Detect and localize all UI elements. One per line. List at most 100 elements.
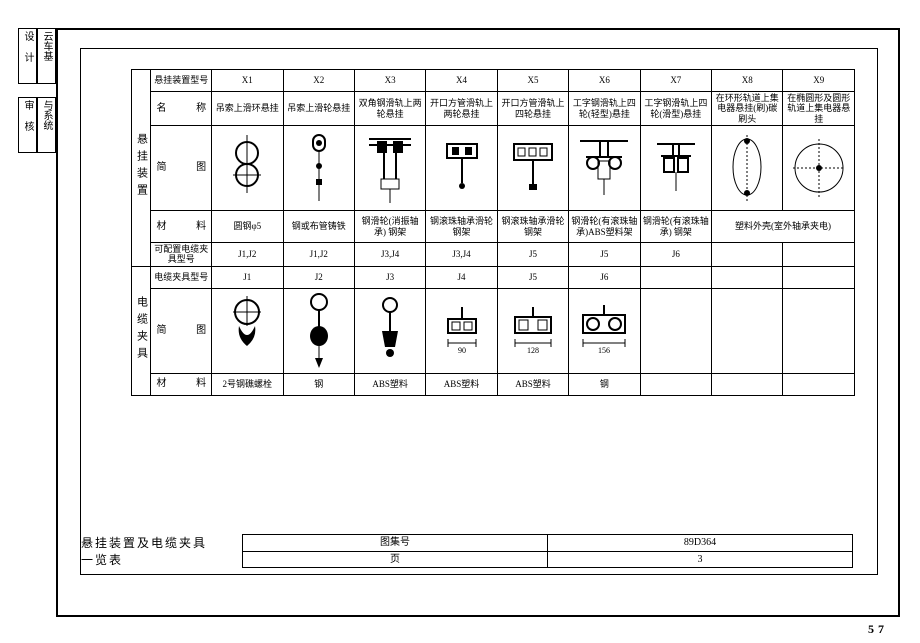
cell [712, 373, 783, 395]
cell: J2 [283, 266, 354, 288]
drawing-number-table: 图集号 89D364 页 3 [242, 534, 853, 568]
tab: 设 计 [18, 28, 37, 84]
cell: X4 [426, 70, 497, 92]
svg-text:90: 90 [458, 346, 466, 355]
cell: 钢滚珠轴承滑轮 钢架 [497, 211, 568, 243]
diagram-x9 [783, 126, 855, 211]
cell: 钢 [569, 373, 640, 395]
cell: 圆钢φ5 [212, 211, 283, 243]
cell: 塑料外壳(室外轴承夹电) [712, 211, 855, 243]
cell: 工字钢滑轨上四轮(轻型)悬挂 [569, 92, 640, 126]
cell: 钢滚珠轴承滑轮 钢架 [426, 211, 497, 243]
diagram-x2 [283, 126, 354, 211]
sheet-caption: 悬挂装置及电缆夹具一览表 [81, 534, 242, 568]
row-label: 简图 [151, 126, 212, 211]
diagram-x6 [569, 126, 640, 211]
cell: 2号钢礁螺栓 [212, 373, 283, 395]
diagram-x5 [497, 126, 568, 211]
diagram-x8 [712, 126, 783, 211]
label: 图集号 [242, 535, 547, 552]
cell [640, 288, 711, 373]
value: 89D364 [547, 535, 852, 552]
cell: 双角钢滑轨上两轮悬挂 [354, 92, 425, 126]
cell: X1 [212, 70, 283, 92]
diagram-j4: 90 [426, 288, 497, 373]
cell: X9 [783, 70, 855, 92]
diagram-j2 [283, 288, 354, 373]
cell: J5 [569, 243, 640, 267]
diagram-x7 [640, 126, 711, 211]
page-frame: 悬挂装置 悬挂装置型号 X1 X2 X3 X4 X5 X6 X7 X8 X9 名… [56, 28, 900, 617]
diagram-j5: 128 [497, 288, 568, 373]
binding-tabs: 云车基 与系统 设 计 审 核 [30, 28, 56, 208]
cell: 吊索上滑环悬挂 [212, 92, 283, 126]
cell [640, 266, 711, 288]
tab: 与系统 [37, 97, 56, 153]
cell: 开口方管滑轨上四轮悬挂 [497, 92, 568, 126]
diagram-j3 [354, 288, 425, 373]
cell: 钢滑轮(消振轴承) 钢架 [354, 211, 425, 243]
cell: J1 [212, 266, 283, 288]
footer-page-number: 57 [868, 622, 888, 637]
tab: 云车基 [37, 28, 56, 84]
cell [712, 266, 783, 288]
cell: 开口方管滑轨上两轮悬挂 [426, 92, 497, 126]
section-label-lower: 电缆夹具 [132, 266, 151, 395]
row-label: 悬挂装置型号 [151, 70, 212, 92]
cell: 吊索上滑轮悬挂 [283, 92, 354, 126]
label: 页 [242, 551, 547, 568]
cell: X6 [569, 70, 640, 92]
title-block: 悬挂装置及电缆夹具一览表 图集号 89D364 页 3 [81, 534, 853, 568]
value: 3 [547, 551, 852, 568]
row-label: 名称 [151, 92, 212, 126]
svg-text:156: 156 [598, 346, 610, 355]
row-label: 材料 [151, 211, 212, 243]
cell [783, 243, 855, 267]
cell: J6 [640, 243, 711, 267]
cell: J5 [497, 266, 568, 288]
cell: ABS塑料 [354, 373, 425, 395]
cell: J1,J2 [212, 243, 283, 267]
row-label: 简图 [151, 288, 212, 373]
cell: 工字钢滑轨上四轮(滑型)悬挂 [640, 92, 711, 126]
tab: 审 核 [18, 97, 37, 153]
svg-text:128: 128 [527, 346, 539, 355]
cell: 钢或布管铸铁 [283, 211, 354, 243]
inner-frame: 悬挂装置 悬挂装置型号 X1 X2 X3 X4 X5 X6 X7 X8 X9 名… [80, 48, 878, 575]
cell: 钢 [283, 373, 354, 395]
cell: X7 [640, 70, 711, 92]
cell [712, 243, 783, 267]
cell: ABS塑料 [497, 373, 568, 395]
row-label: 材料 [151, 373, 212, 395]
row-label: 可配置电缆夹具型号 [151, 243, 212, 267]
cell: J6 [569, 266, 640, 288]
cell: J3 [354, 266, 425, 288]
diagram-x4 [426, 126, 497, 211]
cell [783, 373, 855, 395]
cell [783, 288, 855, 373]
cell: J3,J4 [354, 243, 425, 267]
spec-table: 悬挂装置 悬挂装置型号 X1 X2 X3 X4 X5 X6 X7 X8 X9 名… [131, 69, 855, 396]
cell [783, 266, 855, 288]
diagram-x1 [212, 126, 283, 211]
cell: J4 [426, 266, 497, 288]
cell: X5 [497, 70, 568, 92]
cell: J5 [497, 243, 568, 267]
cell: 在椭圆形及圆形轨道上集电器悬挂 [783, 92, 855, 126]
cell: J1,J2 [283, 243, 354, 267]
cell: 在环形轨道上集电器悬挂(刷)碳刷头 [712, 92, 783, 126]
diagram-j1 [212, 288, 283, 373]
cell: J3,J4 [426, 243, 497, 267]
cell: 钢滑轮(有滚珠轴承) 钢架 [640, 211, 711, 243]
section-label-upper: 悬挂装置 [132, 70, 151, 267]
cell: 钢滑轮(有滚珠轴承)ABS塑料架 [569, 211, 640, 243]
cell: X3 [354, 70, 425, 92]
cell: X8 [712, 70, 783, 92]
cell [640, 373, 711, 395]
cell [712, 288, 783, 373]
diagram-j6: 156 [569, 288, 640, 373]
cell: X2 [283, 70, 354, 92]
cell: ABS塑料 [426, 373, 497, 395]
row-label: 电缆夹具型号 [151, 266, 212, 288]
diagram-x3 [354, 126, 425, 211]
